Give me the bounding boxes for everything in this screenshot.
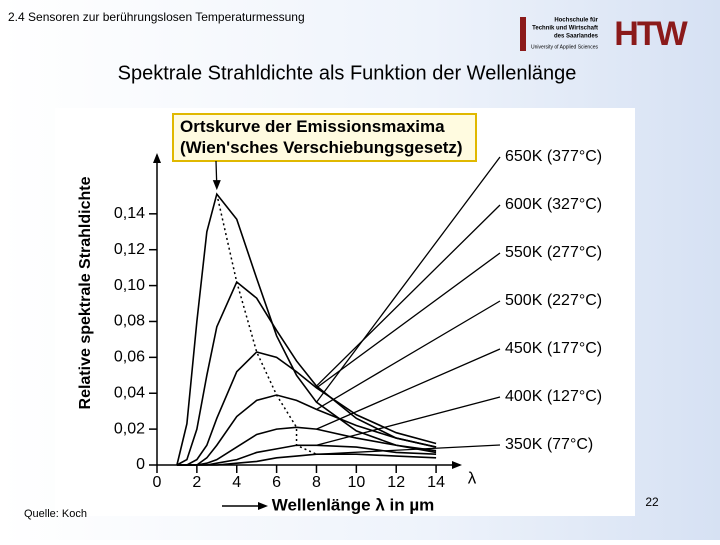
logo-text: Technik und Wirtschaft [532,26,598,32]
page-number: 22 [645,495,659,509]
logo-text: Hochschule für [554,18,598,24]
series-line [176,453,437,466]
y-tick-label: 0,14 [114,205,145,222]
chart-area [55,108,635,516]
label-leader [316,396,501,446]
y-tick-label: 0,04 [114,384,145,401]
wien-locus [216,193,317,455]
y-axis-arrow [153,153,161,163]
logo-text: University of Applied Sciences [531,44,598,50]
label-leader [316,348,501,430]
label-leader [316,444,501,455]
label-leader [316,204,501,387]
series-line [176,351,437,466]
x-tick-label: 2 [192,474,201,491]
series-line [176,192,437,466]
series-label: 600K (327°C) [505,196,602,213]
annotation: Ortskurve der Emissionsmaxima (Wien'sches… [180,117,463,157]
section-header: 2.4 Sensoren zur berührungslosen Tempera… [8,10,305,24]
x-tick-label: 0 [153,474,162,491]
label-leader [316,300,501,410]
y-tick-label: 0,12 [114,241,145,258]
slide-title: Spektrale Strahldichte als Funktion der … [118,62,577,84]
y-tick-label: 0,02 [114,420,145,437]
annotation-arrowhead [212,180,221,191]
chart: Ortskurve der Emissionsmaxima (Wien'sches… [77,117,602,514]
x-axis-label: Wellenlänge λ in µm [272,495,435,514]
series-label: 350K (77°C) [505,436,593,453]
logo-bar [520,17,526,51]
series-label: 400K (127°C) [505,388,602,405]
series-label: 650K (377°C) [505,148,602,165]
x-tick-label: 8 [312,474,321,491]
series-label: 500K (227°C) [505,292,602,309]
x-axis-symbol: λ [468,468,477,487]
y-tick-label: 0,06 [114,349,145,366]
x-tick-label: 4 [232,474,241,491]
y-tick-label: 0,08 [114,313,145,330]
source: Quelle: Koch [24,508,87,520]
y-tick-label: 0 [136,456,145,473]
annotation-box [172,113,477,162]
series-label: 450K (177°C) [505,340,602,357]
x-tick-label: 12 [387,474,405,491]
logo-text: des Saarlandes [554,34,599,40]
x-tick-label: 10 [347,474,365,491]
label-leader [315,156,501,403]
logo-mark: HTW [614,15,688,53]
series-line [176,280,437,466]
label-leader [316,252,501,389]
x-label-arrowhead [258,502,268,510]
x-tick-label: 14 [427,474,445,491]
series-label: 550K (277°C) [505,244,602,261]
x-tick-label: 6 [272,474,281,491]
y-tick-label: 0,10 [114,277,145,294]
x-axis-arrow [452,461,462,469]
y-axis-label: Relative spektrale Strahldichte [77,176,94,409]
